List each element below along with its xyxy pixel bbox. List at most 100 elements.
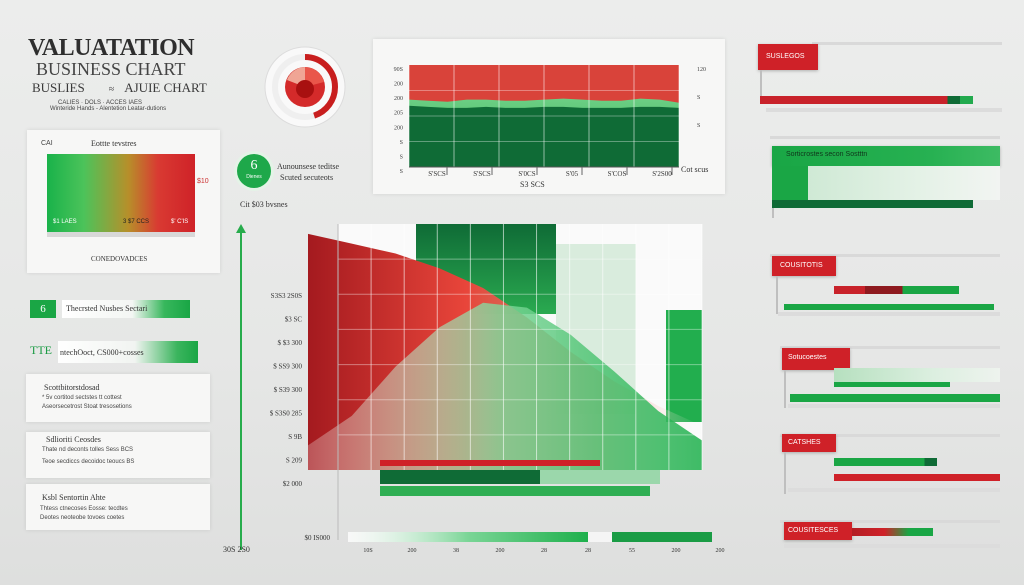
main-y-tick: $ $3 300 bbox=[278, 339, 303, 347]
right-row-3-bar-2 bbox=[784, 304, 994, 310]
main-y-tick: S 9B bbox=[288, 433, 302, 441]
top-y-tick: S bbox=[400, 154, 403, 160]
header-line5: Winteride Hands - Alentetion Leatar-duti… bbox=[50, 106, 167, 112]
left-row-2-bar bbox=[58, 341, 198, 363]
main-y-tick: $ SS9 300 bbox=[273, 363, 302, 371]
right-row-5-bar-2 bbox=[834, 474, 1000, 481]
left-card-2-text1: Thate nd deconts tolles Sess BCS bbox=[42, 447, 134, 453]
main-x-band-end bbox=[612, 532, 712, 542]
gauge-chart bbox=[264, 46, 346, 128]
main-base-red-line bbox=[380, 460, 600, 466]
right-row-4-track bbox=[780, 346, 1000, 349]
right-row-3-base bbox=[778, 312, 1000, 316]
left-card-3-text1: Thtess ctnecoses Eosse: tecdtes bbox=[40, 506, 128, 512]
top-x-tick: S'COS bbox=[608, 170, 627, 178]
top-x-tick: S'SCS bbox=[428, 170, 446, 178]
top-x-tick: S'0CS bbox=[518, 170, 535, 178]
header-line3-right: AJUIE CHART bbox=[124, 80, 207, 95]
right-row-3-line bbox=[776, 276, 778, 314]
left-axis-label: 30S 2S0 bbox=[223, 545, 250, 554]
top-right-tick: S bbox=[697, 95, 700, 101]
top-chart-x-title: S3 SCS bbox=[520, 180, 545, 189]
main-y-tick: $ S39 300 bbox=[274, 386, 303, 394]
left-axis-line bbox=[240, 232, 242, 550]
badge-text-2: Scuted secuteots bbox=[280, 173, 334, 182]
main-y-tick: $3 SC bbox=[285, 316, 303, 324]
left-card-3-text2: Deotes neoteobe tovoes coetes bbox=[40, 515, 125, 521]
main-base-band-3 bbox=[380, 486, 650, 496]
page-subtitle: BUSINESS CHART bbox=[36, 59, 186, 79]
left-card-1-title: Scottbitorstdosad bbox=[44, 383, 100, 392]
cell-label: Cit $03 bvsnes bbox=[240, 200, 288, 209]
right-row-6-base bbox=[784, 544, 1000, 548]
top-y-tick: S bbox=[400, 140, 403, 146]
left-row-2-text: ntechOoct, CS000+cosses bbox=[60, 348, 144, 357]
right-row-1-base bbox=[766, 108, 1002, 112]
left-panel-title: Eottte tevstres bbox=[91, 139, 137, 148]
badge-value: 6 bbox=[250, 158, 258, 173]
right-row-4-bar bbox=[834, 382, 951, 387]
main-x-tick: 200 bbox=[408, 548, 417, 554]
right-row-2-bar bbox=[772, 200, 973, 208]
right-row-4-label: Sotucoestes bbox=[788, 354, 827, 361]
right-row-2-track bbox=[770, 136, 1000, 139]
right-rows: SUSLEGOS Sorticrostes secon Sostttn COUS… bbox=[750, 40, 1015, 560]
left-panel-label-a: $1 LAES bbox=[53, 219, 77, 225]
right-row-5-base bbox=[788, 488, 1000, 492]
right-row-3-label: COUSITOTIS bbox=[780, 262, 823, 269]
right-row-1-line bbox=[760, 70, 762, 100]
right-row-4-tag bbox=[782, 348, 850, 370]
left-row-1-text: Thecrsted Nusbes Sectari bbox=[66, 304, 148, 313]
badge-caption: Dienes bbox=[246, 174, 262, 180]
left-axis-arrow bbox=[236, 224, 246, 233]
main-bottom-label: $0 IS000 bbox=[305, 534, 331, 542]
left-panel-value: $10 bbox=[197, 178, 209, 185]
left-panel-label: CAI bbox=[41, 140, 53, 147]
badge-circle: 6 Dienes bbox=[237, 154, 271, 188]
right-row-4: Sotucoestes bbox=[750, 344, 1015, 414]
right-row-1: SUSLEGOS bbox=[750, 40, 1015, 112]
right-row-5-track bbox=[780, 434, 1000, 437]
right-row-5-line bbox=[784, 452, 786, 494]
right-row-6-label: COUSITESCES bbox=[788, 527, 839, 534]
right-row-4-line bbox=[784, 370, 786, 408]
header-line3-left: BUSLIES bbox=[32, 80, 85, 95]
right-row-1-track bbox=[812, 42, 1002, 45]
main-base-band-1 bbox=[380, 470, 540, 484]
left-gradient-bottom bbox=[47, 232, 195, 237]
main-area-chart: S3S3 2S0S $3 SC $ $3 300 $ SS9 300 $ S39 300… bbox=[270, 224, 725, 554]
right-row-5-tag bbox=[782, 434, 836, 452]
badge-text-1: Aunounsese teditse bbox=[277, 162, 339, 171]
right-row-4-bar-2 bbox=[790, 394, 1000, 402]
left-card-1-text2: Aseorsecetrost Stoat tresosetions bbox=[42, 404, 132, 410]
right-row-1-tag bbox=[758, 44, 818, 70]
right-row-1-bar bbox=[760, 96, 974, 104]
main-x-tick: 200 bbox=[672, 548, 681, 554]
top-right-tick: S bbox=[697, 123, 700, 129]
left-row-1-icon: 6 bbox=[30, 300, 56, 318]
right-row-6: COUSITESCES bbox=[750, 518, 1015, 558]
header-block: VALUATATION BUSINESS CHART BUSLIES ≈ AJU… bbox=[28, 35, 228, 112]
top-y-tick: 200 bbox=[394, 82, 403, 88]
left-card-1-text1: * 5v cortitod sectstes tt cottest bbox=[42, 395, 122, 401]
main-base-band-2 bbox=[540, 470, 660, 484]
left-row-2: TTE ntechOoct, CS000+cosses bbox=[28, 341, 198, 365]
main-x-tick: 28 bbox=[541, 548, 547, 554]
left-row-1: 6 Thecrsted Nusbes Sectari bbox=[28, 300, 190, 320]
top-y-tick: 205 bbox=[394, 111, 403, 117]
page-title: VALUATATION bbox=[28, 35, 195, 61]
top-x-tick: S'2S00 bbox=[652, 170, 672, 178]
top-y-tick: S bbox=[400, 169, 403, 175]
main-x-tick: 55 bbox=[629, 548, 635, 554]
right-row-2-fade bbox=[808, 166, 1000, 200]
left-card-3: Ksbl Sentortin Ahte Thtess ctnecoses Eos… bbox=[26, 484, 210, 530]
main-x-tick: 38 bbox=[453, 548, 459, 554]
right-row-3: COUSITOTIS bbox=[750, 252, 1015, 322]
right-row-2-line bbox=[772, 208, 774, 218]
main-y-tick: $ S3S0 285 bbox=[270, 410, 303, 418]
left-card-2-title: Sdlioriti Ceosdes bbox=[46, 435, 101, 444]
top-chart-right-label: Cot scus bbox=[681, 165, 709, 174]
top-y-tick: 90S bbox=[394, 67, 403, 73]
left-panel-label-c: $' C'IS bbox=[171, 219, 189, 225]
right-row-4-fade bbox=[834, 368, 1000, 382]
